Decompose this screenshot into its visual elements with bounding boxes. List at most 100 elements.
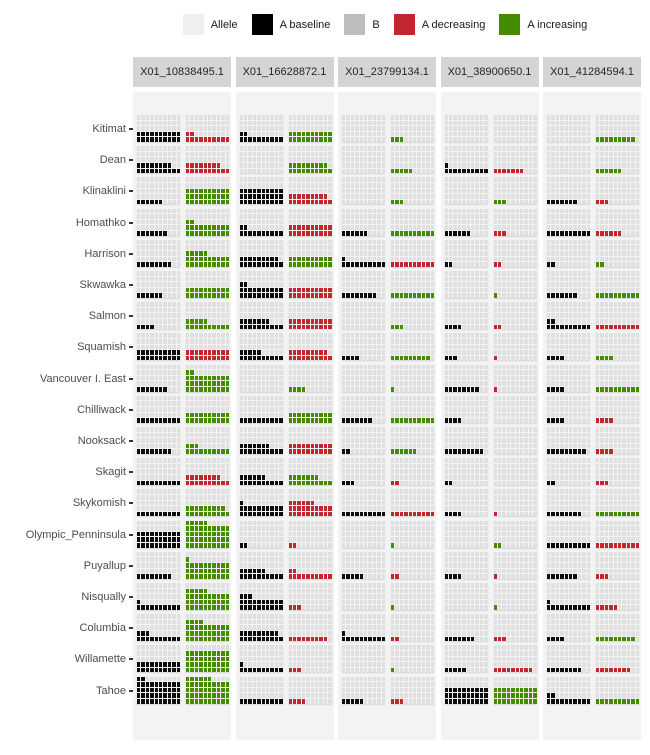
allele-square	[203, 605, 207, 610]
allele-square	[243, 338, 248, 344]
allele-square	[391, 333, 395, 338]
waffle-change	[288, 302, 332, 330]
allele-square	[323, 126, 328, 131]
allele-square	[172, 162, 176, 168]
allele-square	[270, 645, 274, 650]
allele-square	[208, 168, 212, 174]
allele-square	[239, 406, 243, 412]
allele-square	[292, 494, 297, 500]
allele-square	[167, 682, 172, 687]
allele-square	[301, 506, 306, 511]
allele-square	[391, 256, 395, 262]
allele-square	[310, 355, 314, 361]
allele-square	[163, 458, 167, 463]
allele-square	[239, 271, 243, 276]
allele-square	[186, 474, 190, 480]
allele-square	[176, 324, 180, 330]
allele-square	[243, 307, 248, 313]
allele-square	[159, 208, 163, 214]
allele-square	[208, 438, 212, 443]
allele-square	[323, 406, 328, 412]
allele-square	[252, 500, 257, 506]
allele-square	[150, 126, 154, 131]
allele-square	[141, 474, 145, 480]
allele-square	[346, 188, 350, 194]
facet-strip-label: X01_23799134.1	[345, 66, 429, 78]
allele-square	[154, 449, 158, 454]
allele-square	[137, 256, 141, 262]
allele-square	[239, 619, 243, 625]
allele-square	[199, 182, 203, 188]
allele-square	[319, 438, 323, 443]
allele-square	[257, 583, 261, 588]
allele-square	[426, 146, 430, 151]
allele-square	[163, 194, 167, 199]
allele-square	[141, 239, 145, 245]
allele-square	[212, 625, 216, 630]
allele-square	[167, 381, 172, 386]
allele-square	[342, 432, 346, 438]
allele-square	[176, 199, 180, 205]
allele-square	[225, 355, 229, 361]
allele-square	[239, 630, 243, 636]
allele-square	[292, 364, 297, 370]
allele-square	[319, 333, 323, 338]
allele-square	[239, 489, 243, 494]
allele-square	[279, 208, 283, 214]
allele-square	[355, 194, 359, 199]
allele-square	[194, 605, 199, 610]
allele-square	[167, 650, 172, 656]
allele-square	[257, 630, 261, 636]
allele-square	[208, 562, 212, 568]
allele-square	[225, 302, 229, 307]
allele-square	[301, 619, 306, 625]
allele-square	[274, 199, 279, 205]
allele-square	[159, 526, 163, 531]
allele-square	[270, 293, 274, 298]
allele-square	[208, 432, 212, 438]
allele-square	[426, 245, 430, 250]
allele-square	[430, 370, 434, 375]
allele-square	[194, 542, 199, 548]
allele-square	[154, 157, 158, 162]
allele-square	[381, 271, 385, 276]
allele-square	[274, 568, 279, 574]
allele-square	[137, 698, 141, 704]
allele-square	[212, 506, 216, 511]
allele-square	[279, 531, 283, 537]
allele-square	[208, 531, 212, 537]
allele-square	[239, 262, 243, 267]
allele-square	[408, 131, 412, 137]
allele-square	[430, 120, 434, 126]
allele-square	[301, 302, 306, 307]
allele-square	[301, 151, 306, 157]
allele-square	[145, 625, 150, 630]
allele-square	[279, 162, 283, 168]
allele-square	[261, 568, 265, 574]
allele-square	[167, 418, 172, 423]
allele-square	[137, 511, 141, 517]
allele-square	[145, 214, 150, 219]
allele-square	[328, 188, 332, 194]
allele-square	[141, 381, 145, 386]
allele-square	[328, 381, 332, 386]
allele-square	[137, 438, 141, 443]
allele-square	[203, 463, 207, 469]
allele-square	[252, 412, 257, 418]
allele-square	[314, 588, 319, 594]
allele-square	[203, 157, 207, 162]
allele-square	[413, 276, 417, 282]
allele-square	[212, 412, 216, 418]
allele-square	[292, 137, 297, 142]
allele-square	[310, 443, 314, 449]
allele-square	[216, 194, 221, 199]
allele-square	[167, 574, 172, 579]
allele-square	[203, 333, 207, 338]
allele-square	[381, 418, 385, 423]
allele-square	[265, 474, 270, 480]
allele-square	[239, 557, 243, 562]
allele-square	[319, 386, 323, 392]
allele-square	[261, 250, 265, 256]
allele-square	[252, 168, 257, 174]
allele-square	[137, 318, 141, 324]
